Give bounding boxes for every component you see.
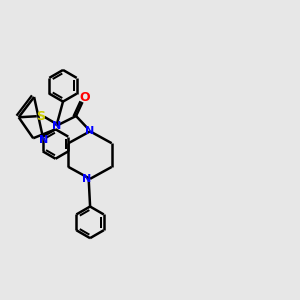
- Text: N: N: [39, 135, 48, 145]
- Text: N: N: [85, 126, 95, 136]
- Text: O: O: [79, 91, 90, 104]
- Text: S: S: [36, 110, 45, 122]
- Text: N: N: [82, 174, 91, 184]
- Text: N: N: [52, 121, 61, 131]
